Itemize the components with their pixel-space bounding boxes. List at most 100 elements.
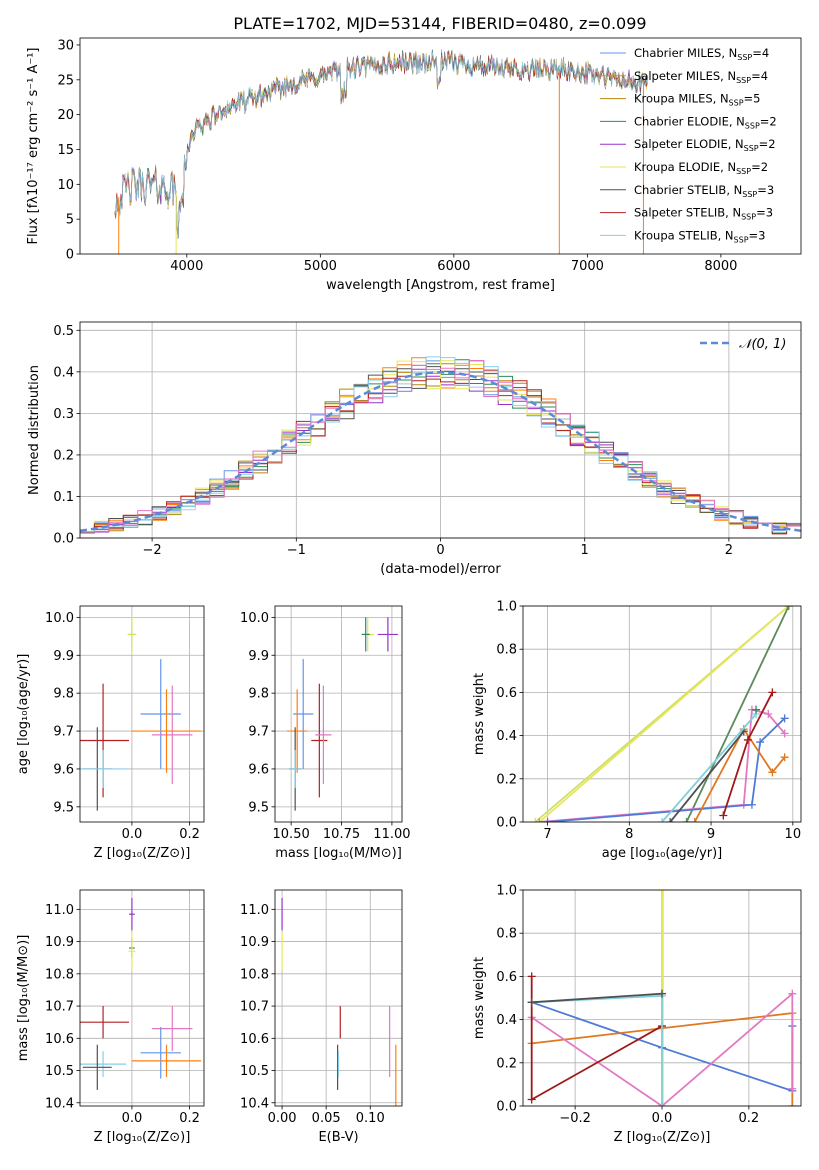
histogram-step (80, 360, 801, 533)
weight-series (719, 688, 777, 820)
axes-frame (79, 37, 802, 255)
series-marker (743, 735, 752, 744)
axes-frame (79, 889, 205, 1107)
errorbar-point (129, 898, 135, 931)
y-tick-label: 1.0 (496, 884, 517, 899)
y-tick-label: 9.6 (53, 762, 74, 777)
legend-label: Chabrier ELODIE, NSSP=2 (634, 114, 777, 130)
x-axis-label: mass [log₁₀(M/M⊙)] (275, 846, 402, 861)
y-tick-label: 10.7 (45, 1000, 74, 1015)
y-tick-label: 10.9 (45, 935, 74, 950)
y-tick-label: 9.5 (53, 800, 74, 815)
series-marker (535, 818, 544, 822)
x-tick-label: −0.2 (559, 1111, 591, 1126)
series-line (693, 727, 786, 822)
axes-frame (274, 889, 403, 1107)
weight-series (690, 725, 789, 822)
series-marker (780, 753, 789, 762)
y-axis-label: mass weight (472, 957, 487, 1039)
errorbar-point (311, 683, 328, 798)
y-tick-label: 10 (57, 178, 74, 193)
y-tick-label: 0.5 (53, 324, 74, 339)
series-marker (658, 1102, 666, 1106)
x-tick-label: 9 (707, 827, 715, 842)
weight-series (682, 606, 793, 822)
plot-area (527, 890, 797, 1106)
axes-frame (522, 889, 802, 1107)
plot-area (531, 606, 793, 822)
x-axis-label: Z [log₁₀(Z/Z⊙)] (614, 1130, 711, 1145)
series-marker (788, 1102, 797, 1106)
plot-area (114, 49, 648, 254)
legend-label: Chabrier STELIB, NSSP=3 (634, 183, 774, 199)
x-tick-label: 8 (625, 827, 633, 842)
errorbar-point (315, 685, 332, 785)
x-tick-label: 11.00 (373, 827, 410, 842)
series-line (661, 713, 757, 822)
series-line (685, 606, 790, 822)
y-tick-label: 0.2 (496, 772, 517, 787)
legend-label: Salpeter MILES, NSSP=4 (634, 69, 768, 85)
series-marker (527, 1095, 536, 1104)
series-marker (747, 800, 756, 809)
y-tick-label: 0.3 (53, 407, 74, 422)
errorbar-point (128, 617, 136, 652)
x-tick-label: 7 (543, 827, 551, 842)
errorbar-point (140, 1027, 181, 1079)
legend-label: Kroupa MILES, NSSP=5 (634, 92, 760, 108)
y-tick-label: 0.1 (53, 490, 74, 505)
y-tick-label: 10.0 (45, 611, 74, 626)
plot-area (287, 617, 398, 811)
series-marker (780, 729, 789, 738)
series-marker (527, 972, 536, 981)
y-tick-label: 11.0 (240, 903, 269, 918)
series-marker (658, 890, 667, 894)
y-tick-label: 0.8 (496, 927, 517, 942)
y-tick-label: 10.4 (240, 1096, 269, 1111)
spectrum-line (114, 51, 648, 240)
y-tick-label: 9.7 (248, 725, 269, 740)
series-line (531, 992, 663, 1004)
age-vs-mass-plot: 10.50 10.75 11.00 9.5 9.6 9.7 9.8 9.9 10.0 mass [… (240, 605, 411, 861)
x-tick-label: 0 (436, 543, 444, 558)
histogram-step (80, 360, 801, 533)
series-marker (531, 818, 540, 822)
errorbar-point (152, 1006, 193, 1052)
legend-label: Salpeter ELODIE, NSSP=2 (634, 137, 776, 153)
y-tick-label: 10.8 (240, 967, 269, 982)
errorbar-point (80, 1006, 130, 1039)
x-axis-label: Z [log₁₀(Z/Z⊙)] (94, 1130, 191, 1145)
series-marker (658, 989, 666, 998)
y-tick-label: 9.8 (248, 687, 269, 702)
gridlines (80, 890, 204, 1106)
residuals-plot: −2 −1 0 1 2 0.0 0.1 0.2 0.3 0.4 0.5 (data-model)/er… (27, 321, 802, 577)
series-marker (543, 818, 552, 822)
series-marker (690, 818, 699, 822)
series-marker (788, 989, 797, 998)
series-marker (719, 811, 728, 820)
x-tick-label: 7000 (571, 259, 604, 274)
y-tick-label: 0.2 (53, 448, 74, 463)
y-tick-label: 20 (57, 108, 74, 123)
series-marker (527, 998, 536, 1007)
errorbar-point (80, 750, 127, 788)
errorbar-point (80, 1051, 127, 1077)
errorbar-point (289, 750, 302, 788)
errorbar-point (152, 685, 193, 785)
y-tick-label: 15 (57, 143, 74, 158)
y-tick-label: 5 (66, 213, 74, 228)
axes-frame (79, 321, 802, 539)
axes-frame (274, 605, 403, 823)
y-tick-label: 9.6 (248, 762, 269, 777)
y-tick-label: 0 (66, 248, 74, 263)
x-tick-label: 0.00 (268, 1111, 297, 1126)
series-line (547, 717, 786, 822)
errorbar-point (131, 689, 202, 773)
y-tick-label: 9.7 (53, 725, 74, 740)
series-marker (756, 738, 765, 747)
errorbar-point (361, 617, 370, 652)
legend-label: Kroupa ELODIE, NSSP=2 (634, 160, 768, 176)
series-marker (768, 688, 777, 697)
y-tick-label: 11.0 (45, 903, 74, 918)
